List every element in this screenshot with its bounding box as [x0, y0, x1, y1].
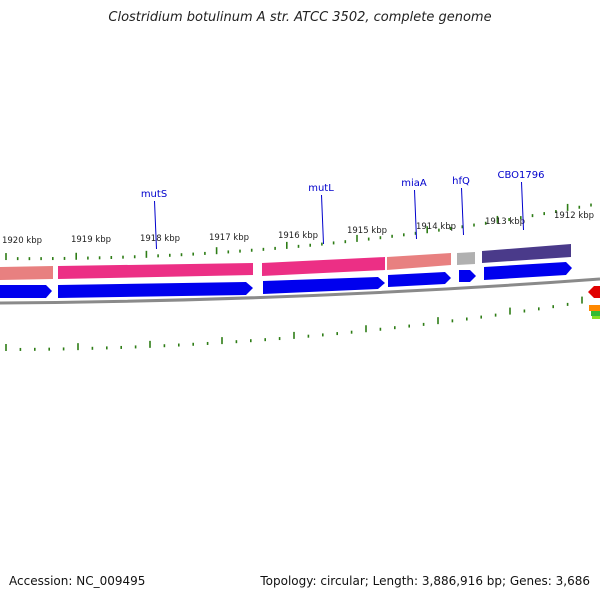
kbp-label: 1917 kbp	[209, 233, 249, 243]
gene-leader-line	[521, 181, 524, 231]
gene-feature[interactable]	[262, 257, 385, 276]
cds-arrow[interactable]	[58, 282, 253, 298]
cds-arrow[interactable]	[459, 270, 476, 282]
kbp-label: 1915 kbp	[347, 226, 387, 236]
gene-leader-line	[414, 189, 417, 240]
kbp-label: 1912 kbp	[554, 211, 594, 221]
gene-feature[interactable]	[58, 263, 253, 279]
kbp-label: 1913 kbp	[485, 217, 525, 227]
genome-info-text: Topology: circular; Length: 3,886,916 bp…	[260, 574, 590, 588]
gene-feature[interactable]	[482, 244, 571, 263]
gene-leader-line	[154, 200, 157, 250]
cds-track	[0, 262, 572, 298]
lower-tick-row	[5, 296, 583, 351]
gene-feature[interactable]	[592, 316, 600, 319]
gene-feature[interactable]	[588, 286, 600, 298]
gene-label: mutS	[141, 189, 167, 200]
gene-leader-line	[461, 187, 464, 236]
accession-text: Accession: NC_009495	[9, 574, 146, 588]
cds-arrow[interactable]	[0, 285, 52, 298]
kbp-label: 1916 kbp	[278, 231, 318, 241]
gene-feature[interactable]	[0, 266, 53, 280]
gene-label: mutL	[308, 183, 334, 194]
gene-label: hfQ	[452, 176, 470, 187]
cds-arrow[interactable]	[388, 272, 451, 287]
kbp-label: 1920 kbp	[2, 236, 42, 246]
upper-tick-row	[5, 203, 592, 261]
gene-feature[interactable]	[457, 252, 475, 265]
cds-arrow[interactable]	[263, 277, 385, 294]
kbp-label: 1914 kbp	[416, 222, 456, 232]
gene-label: miaA	[401, 178, 427, 189]
gene-feature[interactable]	[387, 253, 451, 270]
gene-feature[interactable]	[589, 305, 600, 311]
gene-labels: mutS mutL miaA hfQ CBO1796	[141, 170, 545, 250]
kbp-label: 1919 kbp	[71, 235, 111, 245]
genome-backbone	[0, 277, 600, 305]
kbp-scale-labels: 1920 kbp 1919 kbp 1918 kbp 1917 kbp 1916 kbp…	[2, 211, 594, 246]
kbp-label: 1918 kbp	[140, 234, 180, 244]
gene-leader-line	[321, 194, 324, 245]
genome-title: Clostridium botulinum A str. ATCC 3502, …	[108, 10, 492, 25]
cds-arrow[interactable]	[484, 262, 572, 280]
gene-track	[0, 244, 571, 280]
right-edge-features	[588, 286, 600, 319]
gene-feature[interactable]	[591, 311, 600, 316]
gene-label: CBO1796	[498, 170, 545, 181]
